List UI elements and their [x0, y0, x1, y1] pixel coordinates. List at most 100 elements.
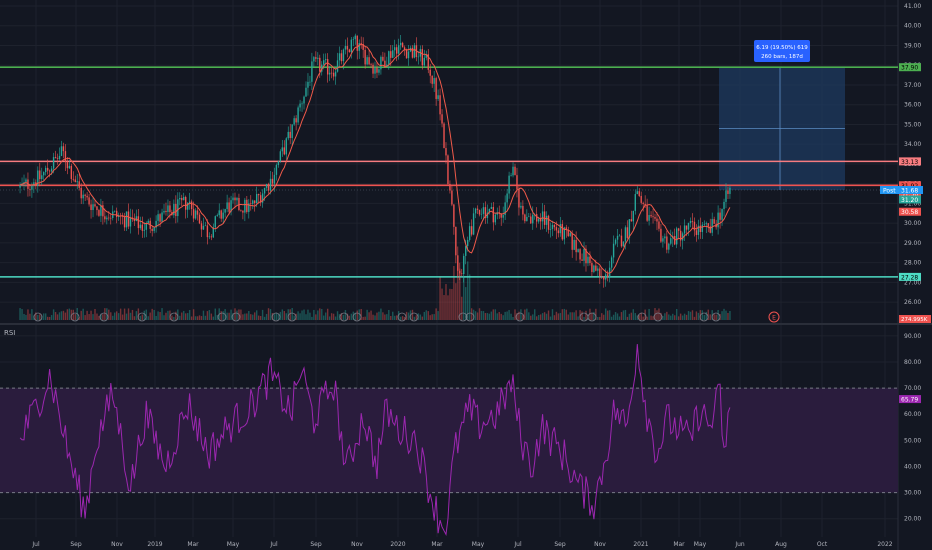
volume-bar: [117, 313, 120, 320]
candle-body: [610, 257, 613, 268]
candle-body: [622, 241, 625, 247]
volume-bar: [445, 284, 447, 320]
price-tick-label: 35.00: [904, 121, 921, 128]
event-icon: [699, 312, 709, 322]
candle-body: [147, 220, 149, 224]
volume-bar: [599, 316, 601, 320]
volume-bar: [626, 316, 629, 320]
price-tag: 31.20: [901, 197, 918, 204]
candle-body: [660, 228, 662, 242]
event-icon: [458, 312, 468, 322]
volume-bar: [683, 313, 686, 320]
volume-bar: [575, 310, 577, 320]
volume-bar: [356, 310, 358, 320]
time-axis[interactable]: Jul Sep Nov 2019 Mar May Jul Sep Nov 2020 Mar May Ju…: [31, 541, 892, 548]
candle-body: [58, 155, 61, 159]
price-tick-label: 39.00: [904, 42, 921, 49]
volume-bar: [388, 309, 390, 320]
volume-bar: [606, 310, 609, 320]
candle-body: [45, 167, 47, 173]
horizontal-levels[interactable]: [0, 66, 898, 278]
candle-body: [620, 235, 623, 247]
price-tag-bg: [899, 195, 921, 204]
current-price-bg: [880, 186, 923, 195]
volume-bar: [104, 308, 106, 320]
candle-body: [181, 197, 183, 201]
volume-bar: [672, 313, 674, 320]
time-tick-label: Nov: [594, 541, 606, 548]
candle-body: [224, 209, 226, 213]
candle-body: [70, 165, 73, 179]
volume-bar: [92, 314, 94, 320]
volume-bar: [628, 313, 631, 320]
price-axis[interactable]: 41.0040.0039.0038.0037.0036.0035.0034.00…: [880, 3, 931, 323]
candle-body: [549, 228, 552, 230]
volume-bar: [340, 313, 343, 320]
candle-body: [165, 210, 167, 212]
candle-body: [374, 67, 376, 74]
volume-bar: [535, 316, 538, 320]
volume-bar: [125, 313, 128, 320]
volume-bar: [482, 311, 485, 320]
volume-bar: [707, 309, 709, 320]
volume-bar: [183, 310, 185, 320]
candle-body: [650, 215, 652, 217]
candle-body: [167, 205, 169, 212]
volume-bar: [255, 310, 258, 320]
volume-bar: [129, 312, 132, 320]
candle-body: [82, 194, 84, 199]
volume-bar: [167, 310, 169, 320]
volume-bar: [328, 316, 331, 320]
event-icon: [231, 312, 241, 322]
candle-body: [208, 236, 211, 238]
candle-body: [246, 199, 248, 212]
event-icon: [99, 312, 109, 322]
volume-bar: [557, 313, 560, 320]
candle-body: [488, 208, 491, 213]
volume-bar: [717, 310, 719, 320]
volume-bar: [100, 313, 102, 320]
candle-body: [240, 210, 242, 211]
volume-bar: [248, 311, 250, 320]
candle-body: [297, 107, 299, 123]
volume-bar: [348, 315, 351, 320]
price-tick-label: 28.00: [904, 260, 921, 267]
volume-bar: [98, 315, 100, 320]
candle-body: [482, 207, 485, 214]
candle-body: [104, 216, 106, 220]
volume-bar: [567, 314, 569, 320]
candle-body: [632, 210, 635, 222]
time-tick-label: 2020: [390, 541, 405, 548]
rsi-tick-label: 90.00: [904, 333, 921, 340]
volume-bar: [500, 313, 502, 320]
volume-bar: [190, 316, 193, 320]
candle-body: [648, 215, 650, 221]
volume-bar: [64, 312, 67, 320]
rsi-axis[interactable]: 90.00 80.00 70.00 60.00 50.00 40.00 30.00 20.00…: [899, 333, 921, 523]
candle-body: [232, 197, 234, 201]
candle-body: [340, 53, 343, 62]
candle-body: [397, 45, 400, 54]
volume-bar: [537, 314, 540, 320]
volume-bar: [110, 312, 112, 320]
time-tick-label: May: [472, 541, 485, 548]
candle-body: [255, 193, 258, 204]
position-box[interactable]: 6.19 (19.50%) 619 260 bars, 187d: [719, 40, 845, 191]
volume-bar: [204, 315, 207, 320]
volume-bar: [309, 312, 311, 320]
candle-body: [41, 175, 43, 180]
volume-bar: [305, 314, 307, 320]
volume-bar: [299, 313, 301, 320]
candle-body: [603, 276, 605, 280]
volume-bar: [423, 311, 425, 320]
volume-bar: [415, 315, 418, 320]
candle-body: [403, 47, 406, 50]
volume-bar: [271, 313, 274, 320]
candle-body: [362, 44, 364, 50]
volume-bar: [102, 314, 104, 320]
volume-bar: [185, 313, 187, 320]
volume-bar: [338, 314, 341, 320]
event-markers[interactable]: E: [33, 311, 780, 323]
volume-bar: [346, 313, 349, 320]
